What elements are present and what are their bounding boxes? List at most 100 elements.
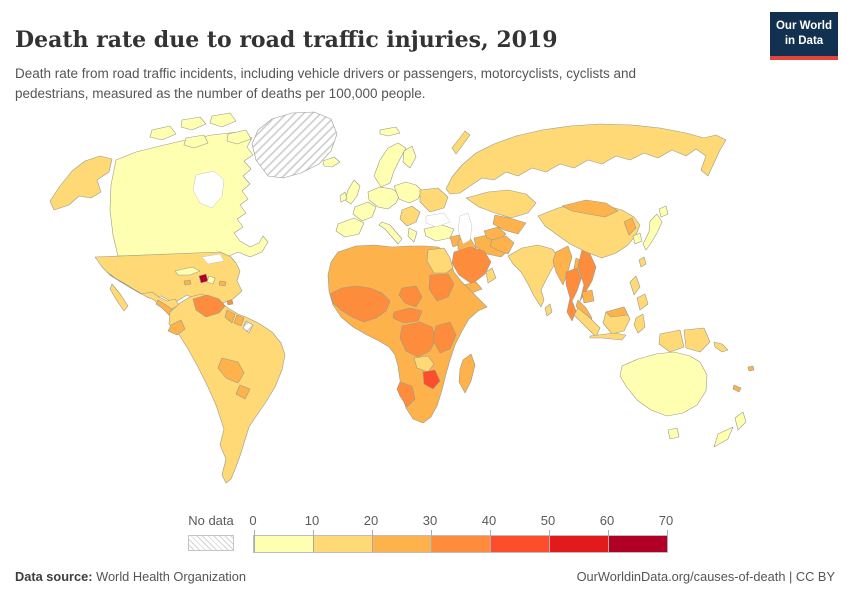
region-canada-arctic[interactable]	[183, 134, 209, 149]
region-italy[interactable]	[378, 221, 403, 245]
legend-color-segment-10-20[interactable]	[313, 536, 372, 552]
region-hokkaido[interactable]	[658, 205, 669, 218]
region-scandinavia[interactable]	[373, 142, 407, 188]
footer-source: Data source: World Health Organization	[15, 569, 246, 584]
region-australia[interactable]	[619, 351, 708, 417]
region-new-zealand-north[interactable]	[734, 411, 747, 431]
region-uk[interactable]	[344, 179, 361, 205]
region-south-korea[interactable]	[632, 232, 643, 245]
region-drc[interactable]	[399, 321, 437, 358]
region-western-europe[interactable]	[367, 186, 401, 210]
legend-color-segment-50-60[interactable]	[549, 536, 608, 552]
region-west-new-guinea[interactable]	[658, 329, 685, 353]
region-ukraine[interactable]	[419, 187, 449, 213]
chart-subtitle: Death rate from road traffic incidents, …	[15, 65, 637, 101]
region-malaysia-borneo[interactable]	[605, 306, 629, 318]
legend-tick-label: 30	[422, 513, 438, 528]
region-canada-arctic[interactable]	[226, 129, 252, 145]
region-guyana[interactable]	[224, 309, 236, 324]
region-canada[interactable]	[109, 131, 269, 258]
region-sudan[interactable]	[428, 273, 455, 302]
region-puerto-rico[interactable]	[218, 280, 227, 287]
region-iberia[interactable]	[335, 217, 365, 238]
region-cambodia[interactable]	[581, 289, 595, 304]
region-cameroon-car[interactable]	[392, 307, 423, 324]
region-saudi-arabia[interactable]	[451, 246, 492, 285]
region-russia[interactable]	[445, 123, 727, 195]
region-jamaica[interactable]	[183, 279, 192, 286]
region-tasmania[interactable]	[667, 427, 680, 440]
region-svalbard[interactable]	[379, 126, 401, 137]
region-namibia[interactable]	[396, 381, 416, 408]
region-egypt[interactable]	[426, 247, 454, 274]
region-papua-new-guinea[interactable]	[683, 327, 711, 353]
region-java[interactable]	[589, 332, 627, 341]
region-ecuador[interactable]	[167, 319, 186, 336]
region-philippines-north[interactable]	[629, 275, 641, 296]
region-greece[interactable]	[407, 227, 418, 243]
region-fiji[interactable]	[747, 365, 755, 372]
region-sri-lanka[interactable]	[544, 303, 553, 317]
region-solomon-islands[interactable]	[713, 341, 729, 353]
water-great-lakes	[201, 253, 225, 265]
region-haiti[interactable]	[198, 273, 209, 284]
footer-separator: |	[785, 569, 796, 584]
region-new-zealand-south[interactable]	[713, 426, 734, 448]
region-east-africa[interactable]	[432, 321, 457, 354]
legend-bar	[253, 530, 668, 553]
region-taiwan[interactable]	[638, 256, 647, 268]
region-trinidad[interactable]	[226, 299, 234, 306]
region-france[interactable]	[352, 201, 377, 222]
region-kazakhstan[interactable]	[465, 189, 537, 219]
legend-color-segment-60-70[interactable]	[608, 536, 667, 552]
region-philippines-south[interactable]	[636, 293, 649, 311]
region-north-korea[interactable]	[623, 217, 637, 236]
region-iceland[interactable]	[322, 156, 341, 168]
region-mongolia[interactable]	[561, 199, 619, 218]
region-novaya-zemlya[interactable]	[451, 130, 471, 155]
region-central-asia[interactable]	[492, 214, 527, 235]
region-south-america[interactable]	[168, 293, 286, 484]
region-canada-arctic[interactable]	[180, 116, 207, 131]
region-dominican-republic[interactable]	[206, 275, 216, 285]
region-balkans[interactable]	[399, 205, 421, 227]
region-myanmar[interactable]	[552, 245, 573, 286]
region-baja-california[interactable]	[109, 283, 129, 312]
region-oman[interactable]	[485, 267, 497, 284]
region-suriname[interactable]	[233, 314, 245, 327]
region-ireland[interactable]	[339, 191, 348, 203]
region-venezuela[interactable]	[192, 294, 226, 318]
legend-color-segment-0-10[interactable]	[254, 536, 313, 552]
legend-color-segment-30-40[interactable]	[431, 536, 490, 552]
footer-source-label: Data source:	[15, 569, 93, 584]
region-zambia[interactable]	[413, 355, 435, 373]
region-alaska[interactable]	[49, 155, 113, 211]
region-bolivia[interactable]	[217, 357, 245, 384]
region-japan[interactable]	[642, 213, 663, 251]
legend-color-segment-40-50[interactable]	[490, 536, 549, 552]
region-paraguay[interactable]	[235, 384, 251, 400]
footer-credit-link[interactable]: OurWorldinData.org/causes-of-death	[576, 569, 786, 584]
region-canada-arctic[interactable]	[149, 125, 177, 141]
region-turkey[interactable]	[423, 224, 455, 242]
region-west-africa[interactable]	[329, 285, 391, 323]
region-pakistan[interactable]	[489, 235, 515, 255]
legend-no-data-swatch[interactable]	[188, 535, 234, 551]
region-sulawesi[interactable]	[633, 313, 646, 334]
region-chad[interactable]	[398, 285, 423, 308]
region-french-guiana[interactable]	[242, 320, 254, 334]
region-zimbabwe[interactable]	[422, 369, 441, 390]
region-india[interactable]	[507, 244, 560, 308]
region-canada-arctic[interactable]	[209, 112, 237, 128]
owid-logo[interactable]: Our World in Data	[770, 12, 838, 60]
region-madagascar[interactable]	[458, 353, 476, 394]
legend-tick-label: 20	[363, 513, 379, 528]
region-cuba[interactable]	[174, 266, 201, 276]
legend-color-segment-20-30[interactable]	[372, 536, 431, 552]
region-new-caledonia[interactable]	[732, 384, 742, 393]
region-greenland[interactable]	[251, 111, 338, 179]
region-finland[interactable]	[402, 145, 417, 169]
page-title: Death rate due to road traffic injuries,…	[15, 26, 558, 53]
region-central-europe[interactable]	[393, 181, 423, 204]
